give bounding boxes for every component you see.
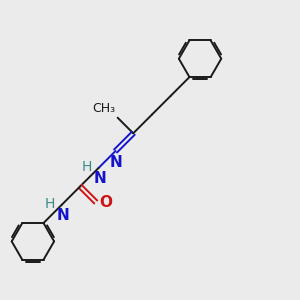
Text: O: O [99,194,112,209]
Text: H: H [82,160,92,174]
Text: N: N [93,171,106,186]
Text: N: N [57,208,69,223]
Text: CH₃: CH₃ [93,102,116,115]
Text: H: H [45,196,55,211]
Text: N: N [109,154,122,169]
